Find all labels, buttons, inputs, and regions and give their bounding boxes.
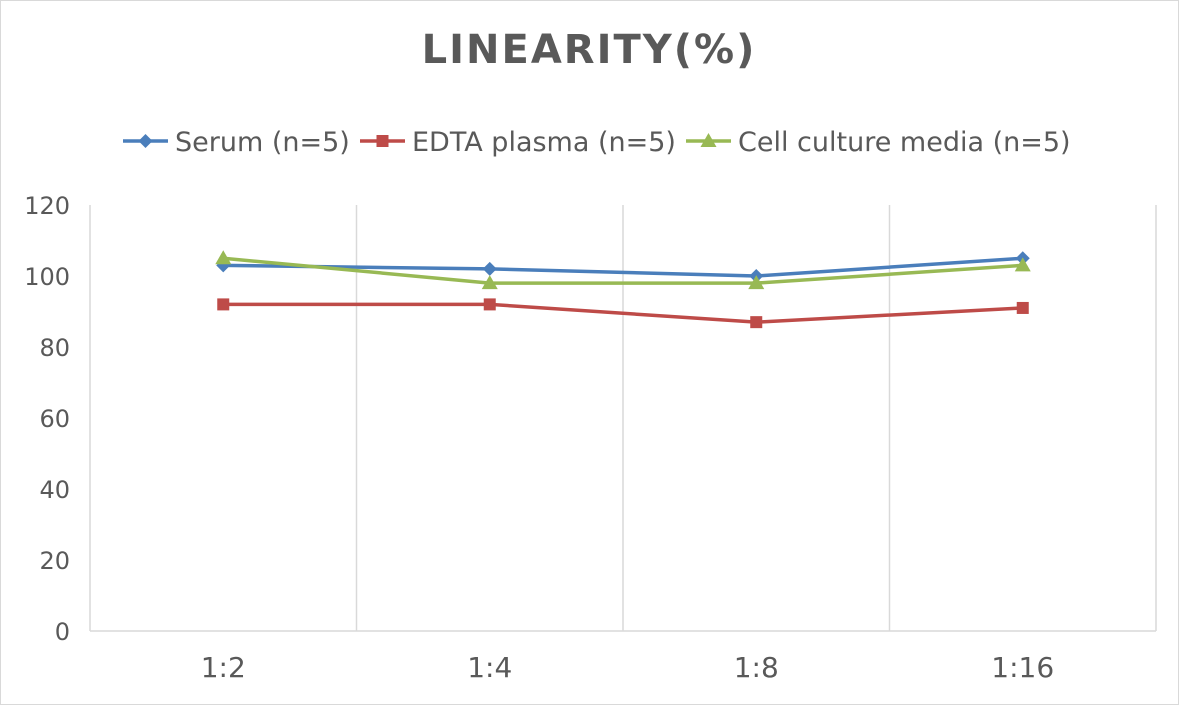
x-tick-label: 1:16 xyxy=(991,651,1054,684)
y-tick-label: 40 xyxy=(39,476,70,504)
series-line xyxy=(223,302,1023,324)
legend-label: EDTA plasma (n=5) xyxy=(412,127,676,158)
y-tick-label: 20 xyxy=(39,547,70,575)
y-tick-label: 120 xyxy=(24,192,70,220)
data-point xyxy=(482,261,497,276)
legend-item: Cell culture media (n=5) xyxy=(686,127,1071,158)
data-point xyxy=(215,250,232,265)
y-axis-ticks: 0 20 40 60 80 100 120 xyxy=(24,192,70,646)
data-point xyxy=(217,298,230,311)
data-point xyxy=(483,298,496,311)
x-axis-ticks: 1:2 1:4 1:8 1:16 xyxy=(201,651,1054,684)
series-2 xyxy=(217,298,1029,329)
chart-title: LINEARITY(%) xyxy=(422,27,757,73)
legend-label: Serum (n=5) xyxy=(175,127,350,158)
legend-marker xyxy=(700,133,717,147)
x-tick-label: 1:2 xyxy=(201,651,246,684)
series-1 xyxy=(216,251,1030,283)
y-tick-label: 80 xyxy=(39,334,70,362)
x-tick-label: 1:8 xyxy=(734,651,779,684)
legend-item: EDTA plasma (n=5) xyxy=(360,127,676,158)
legend-item: Serum (n=5) xyxy=(123,127,350,158)
series-line xyxy=(223,256,1023,285)
data-point xyxy=(481,275,498,290)
data-point xyxy=(1016,301,1029,314)
y-tick-label: 0 xyxy=(55,618,70,646)
legend-marker xyxy=(376,135,389,147)
data-point xyxy=(750,316,763,329)
series-3 xyxy=(215,250,1031,290)
series-line xyxy=(223,256,1023,278)
data-point xyxy=(1014,257,1031,272)
legend-marker xyxy=(138,134,153,148)
y-tick-label: 100 xyxy=(24,263,70,291)
legend-label: Cell culture media (n=5) xyxy=(738,127,1071,158)
x-tick-label: 1:4 xyxy=(467,651,512,684)
y-tick-label: 60 xyxy=(39,405,70,433)
data-point xyxy=(748,275,765,290)
gridlines xyxy=(89,205,1157,631)
legend: Serum (n=5) EDTA plasma (n=5) Cell culture… xyxy=(123,127,1071,158)
series-group xyxy=(215,250,1031,329)
